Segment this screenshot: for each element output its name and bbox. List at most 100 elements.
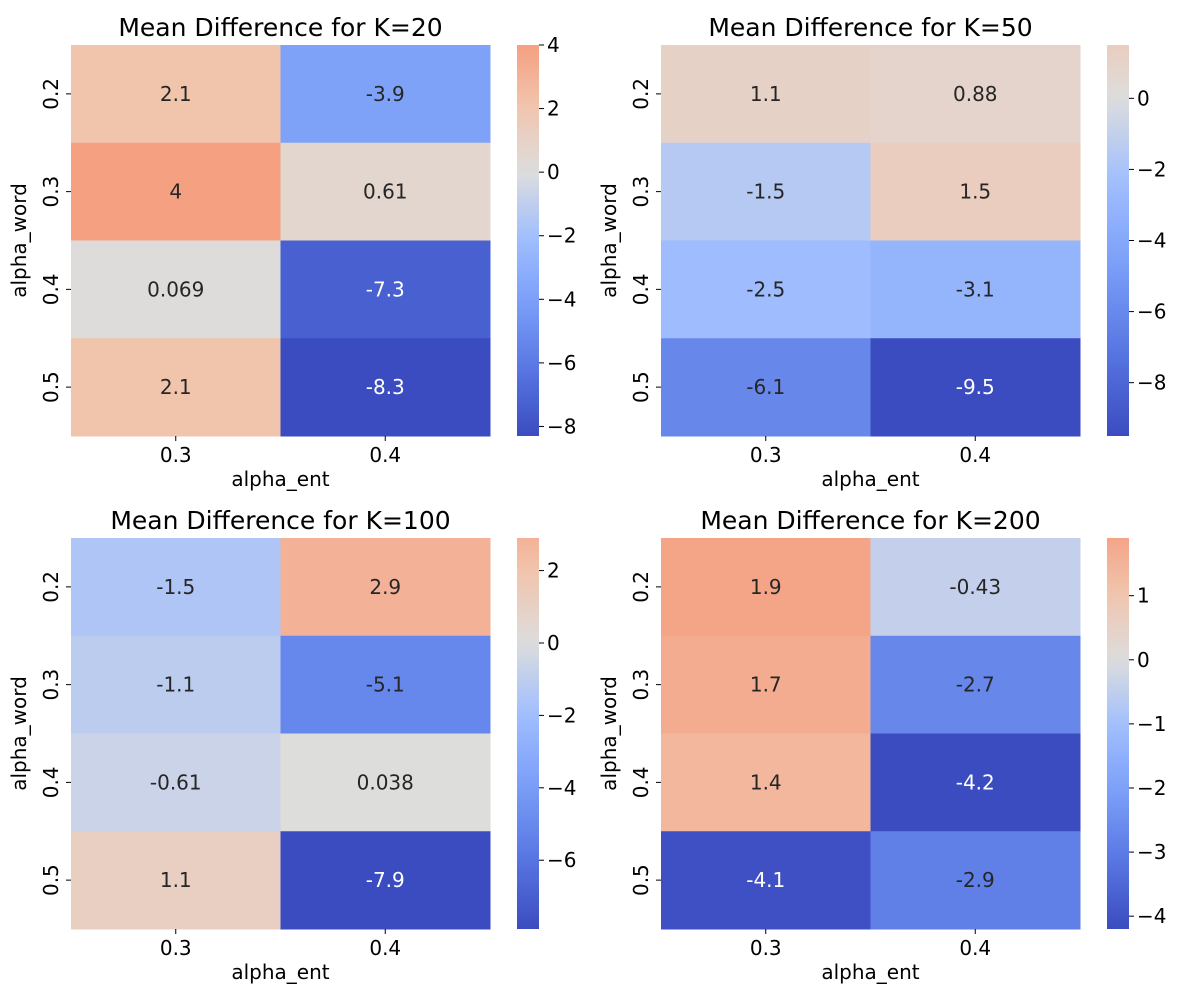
cell-label: -2.7 [956,673,995,697]
cell-label: -1.1 [156,673,195,697]
y-tick-label: 0.5 [629,864,653,896]
heatmap-cell [280,831,491,930]
cell-label: 2.1 [160,82,192,106]
y-tick-label: 0.3 [39,176,63,208]
heatmap-cell [280,733,491,832]
colorbar-tick-label: −4 [1137,229,1166,253]
chart-title: Mean Difference for K=50 [708,13,1032,42]
cell-label: 2.1 [160,375,192,399]
heatmap-cell [71,142,281,241]
heatmap-cell [661,45,871,144]
colorbar-tick-label: −4 [547,287,576,311]
cell-label: -0.43 [949,575,1001,599]
heatmap-cell [280,142,491,241]
cell-label: 1.4 [750,770,782,794]
cell-label: 1.9 [750,575,782,599]
heatmap-cell [661,240,871,339]
colorbar-tick-label: 2 [547,559,560,583]
x-tick-label: 0.4 [959,443,991,467]
x-tick-label: 0.3 [160,936,192,960]
cell-label: -4.1 [746,868,785,892]
y-tick-label: 0.3 [629,176,653,208]
heatmap-cell [280,240,491,339]
heatmap-cell [280,538,491,637]
y-axis-label: alpha_word [7,676,31,791]
cell-label: -3.9 [366,82,405,106]
colorbar-tick-label: −2 [547,703,576,727]
cell-label: -2.9 [956,868,995,892]
heatmap-cell [71,635,281,734]
colorbar-tick-label: 1 [1137,584,1150,608]
cell-label: -4.2 [956,770,995,794]
colorbar-tick-label: −6 [1137,300,1166,324]
colorbar-tick-label: −2 [1137,776,1166,800]
heatmap-cell [661,142,871,241]
cell-label: 0.038 [357,770,414,794]
chart-title: Mean Difference for K=200 [700,506,1040,535]
chart-title: Mean Difference for K=100 [110,506,450,535]
y-tick-label: 0.4 [629,766,653,798]
cell-label: -7.3 [366,277,405,301]
heatmap-cell [661,635,871,734]
colorbar-tick-label: −4 [547,776,576,800]
colorbar [517,538,539,929]
y-tick-label: 0.4 [39,273,63,305]
heatmap-cell [661,538,871,637]
heatmap-cell [71,538,281,637]
colorbar-tick-label: −3 [1137,840,1166,864]
y-tick-label: 0.5 [629,371,653,403]
heatmap-cell [280,45,491,144]
heatmap-cell [71,240,281,339]
colorbar-tick-label: 2 [547,97,560,121]
x-tick-label: 0.4 [369,443,401,467]
y-axis-label: alpha_word [597,183,621,298]
x-tick-label: 0.4 [959,936,991,960]
heatmap-cell [870,142,1081,241]
heatmap-cell [870,831,1081,930]
y-tick-label: 0.4 [629,273,653,305]
cell-label: 1.5 [959,180,991,204]
y-tick-label: 0.2 [629,571,653,603]
heatmap-cell [71,733,281,832]
colorbar-tick-label: −2 [1137,157,1166,181]
chart-title: Mean Difference for K=20 [118,13,442,42]
colorbar-tick-label: 0 [547,160,560,184]
y-tick-label: 0.2 [629,78,653,110]
y-tick-label: 0.5 [39,371,63,403]
heatmap-cell [870,635,1081,734]
heatmap-cell [71,45,281,144]
heatmap-cell [280,635,491,734]
cell-label: 1.7 [750,673,782,697]
colorbar-tick-label: −8 [547,414,576,438]
y-axis-label: alpha_word [597,676,621,791]
x-axis-label: alpha_ent [821,467,919,491]
colorbar-tick-label: −2 [547,224,576,248]
colorbar-tick-label: 4 [547,33,560,57]
colorbar-tick-label: 0 [1137,648,1150,672]
y-tick-label: 0.4 [39,766,63,798]
heatmap-cell [71,338,281,437]
cell-label: 1.1 [750,82,782,106]
heatmap-cell [661,338,871,437]
x-tick-label: 0.4 [369,936,401,960]
y-tick-label: 0.2 [39,571,63,603]
x-axis-label: alpha_ent [231,467,329,491]
cell-label: -5.1 [366,673,405,697]
colorbar-tick-label: 0 [1137,86,1150,110]
cell-label: 0.61 [363,180,408,204]
colorbar-tick-label: −6 [547,351,576,375]
heatmap-cell [870,733,1081,832]
y-tick-label: 0.3 [39,669,63,701]
cell-label: 1.1 [160,868,192,892]
colorbar-tick-label: 0 [547,631,560,655]
cell-label: -1.5 [156,575,195,599]
colorbar [517,45,539,436]
x-tick-label: 0.3 [750,936,782,960]
heatmap-cell [870,240,1081,339]
cell-label: -6.1 [746,375,785,399]
heatmap-cell [280,338,491,437]
cell-label: -0.61 [150,770,202,794]
heatmap-cell [661,831,871,930]
